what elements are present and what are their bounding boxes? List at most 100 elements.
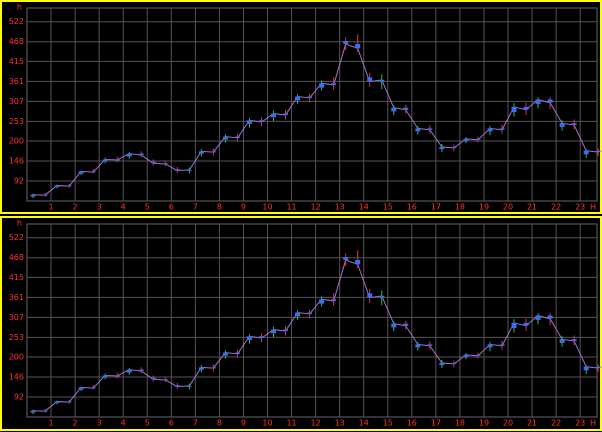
candle-body (427, 128, 433, 130)
x-tick-label: 19 (479, 203, 489, 212)
x-tick-label: 4 (121, 419, 126, 428)
candle-body (210, 367, 216, 369)
y-tick-label: 415 (9, 57, 24, 66)
y-tick-label: 307 (9, 313, 24, 322)
candle-body (78, 387, 84, 390)
x-tick-label: 20 (503, 203, 513, 212)
candle-body (511, 322, 517, 329)
candle-body (571, 123, 577, 126)
candle-body (403, 323, 409, 326)
y-tick-label: 92 (14, 176, 24, 185)
x-tick-label: 11 (286, 419, 296, 428)
x-tick-label: 2 (73, 419, 78, 428)
candle-body (343, 256, 349, 260)
y-tick-label: 200 (9, 352, 24, 361)
y-tick-label: 253 (9, 117, 24, 126)
candle-body (571, 339, 577, 342)
candle-body (90, 387, 96, 389)
candle-body (283, 329, 289, 332)
x-tick-label: 9 (241, 203, 246, 212)
y-tick-label: 146 (9, 156, 24, 165)
candle-body (391, 323, 397, 328)
candle-body (367, 77, 373, 82)
x-tick-label: 2 (73, 203, 78, 212)
candle-body (427, 344, 433, 346)
x-tick-label: 9 (241, 419, 246, 428)
x-tick-label: 7 (193, 203, 198, 212)
y-tick-label: 415 (9, 273, 24, 282)
candle-body (102, 375, 108, 378)
x-tick-label: 18 (455, 203, 465, 212)
candle-body (547, 99, 553, 103)
x-tick-label: 22 (551, 419, 561, 428)
x-tick-label: 21 (527, 419, 537, 428)
y-unit-label: h (17, 219, 22, 228)
candle-body (487, 344, 493, 348)
x-tick-label: 3 (97, 419, 102, 428)
x-tick-label: 10 (262, 419, 272, 428)
candle-body (331, 83, 337, 86)
candle-body (547, 315, 553, 319)
candle-body (258, 120, 264, 123)
x-tick-label: 15 (383, 419, 393, 428)
y-tick-label: 361 (9, 77, 24, 86)
candle-body (451, 362, 457, 365)
x-tick-label: 15 (383, 203, 393, 212)
candle-body (319, 83, 325, 88)
candle-body (42, 410, 48, 412)
x-tick-label: 3 (97, 203, 102, 212)
candle-body (186, 385, 192, 387)
x-tick-label: 21 (527, 203, 537, 212)
candle-body (319, 299, 325, 304)
candle-body (379, 295, 385, 298)
candle-body (271, 329, 277, 334)
x-tick-label: 17 (431, 203, 441, 212)
candle-body (307, 312, 313, 315)
candle-body (415, 128, 421, 132)
candle-body (271, 113, 277, 118)
candle-body (307, 96, 313, 99)
y-tick-label: 468 (9, 253, 24, 262)
candle-body (114, 375, 120, 377)
x-tick-label: 12 (311, 203, 321, 212)
candle-body (295, 312, 301, 317)
candle-body (523, 322, 529, 326)
x-tick-label: 8 (217, 203, 222, 212)
candle-body (403, 107, 409, 110)
x-unit-label: H (590, 203, 596, 212)
x-tick-label: 13 (335, 203, 345, 212)
x-tick-label: 8 (217, 419, 222, 428)
x-tick-label: 20 (503, 419, 513, 428)
y-tick-label: 146 (9, 372, 24, 381)
candle-body (162, 163, 168, 165)
candle-body (595, 150, 601, 153)
candle-body (198, 151, 204, 154)
y-tick-label: 468 (9, 37, 24, 46)
x-tick-label: 17 (431, 419, 441, 428)
y-tick-label: 522 (9, 17, 24, 26)
candle-body (583, 150, 589, 155)
candle-body (54, 401, 60, 403)
x-tick-label: 12 (311, 419, 321, 428)
candle-body (535, 99, 541, 104)
x-tick-label: 11 (286, 203, 296, 212)
candle-body (475, 354, 481, 356)
candle-body (210, 151, 216, 153)
candle-body (150, 161, 156, 164)
candle-body (487, 128, 493, 132)
y-tick-label: 200 (9, 136, 24, 145)
x-tick-label: 1 (49, 203, 54, 212)
candle-body (355, 43, 361, 49)
candle-body (90, 171, 96, 173)
candle-body (138, 369, 144, 372)
candle-body (66, 401, 72, 403)
y-tick-label: 361 (9, 293, 24, 302)
candle-body (126, 153, 132, 157)
candle-body (186, 169, 192, 171)
x-tick-label: 14 (359, 419, 369, 428)
x-tick-label: 13 (335, 419, 345, 428)
x-unit-label: H (590, 419, 596, 428)
candle-body (559, 123, 565, 127)
candle-body (583, 366, 589, 371)
